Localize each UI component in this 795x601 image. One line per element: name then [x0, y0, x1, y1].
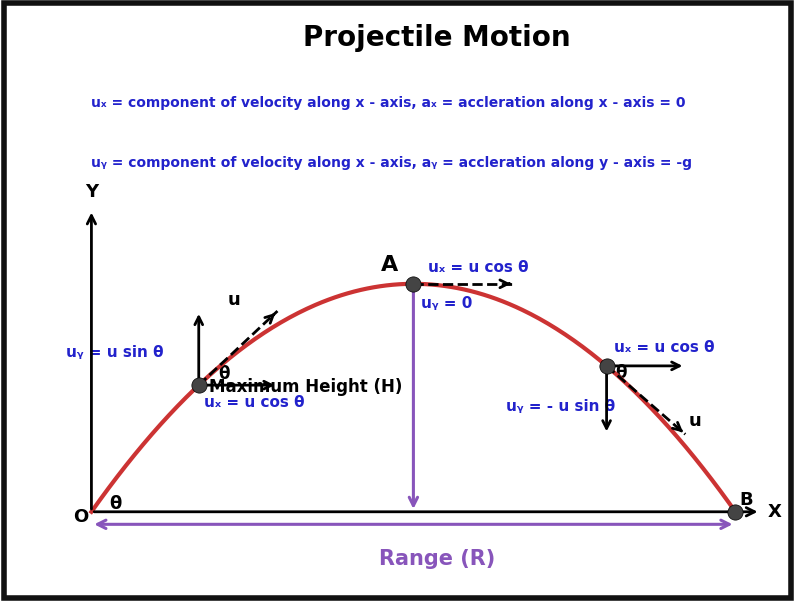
- Text: A: A: [381, 255, 398, 275]
- Text: uᵧ = u sin θ: uᵧ = u sin θ: [66, 344, 164, 359]
- Text: B: B: [739, 491, 753, 509]
- Text: uₓ = u cos θ: uₓ = u cos θ: [614, 340, 714, 355]
- Text: uₓ = component of velocity along x - axis, aₓ = accleration along x - axis = 0: uₓ = component of velocity along x - axi…: [91, 96, 686, 110]
- Text: uᵧ = - u sin θ: uᵧ = - u sin θ: [506, 400, 615, 415]
- Text: X: X: [767, 503, 781, 521]
- Text: uᵧ = component of velocity along x - axis, aᵧ = accleration along y - axis = -g: uᵧ = component of velocity along x - axi…: [91, 156, 692, 170]
- Text: Maximum Height (H): Maximum Height (H): [209, 378, 403, 396]
- Text: O: O: [74, 508, 89, 526]
- Text: u: u: [688, 412, 702, 430]
- Text: uᵧ = 0: uᵧ = 0: [421, 296, 472, 311]
- Text: θ: θ: [615, 364, 626, 382]
- Text: uₓ = u cos θ: uₓ = u cos θ: [428, 260, 528, 275]
- Text: θ: θ: [109, 495, 122, 513]
- Text: Projectile Motion: Projectile Motion: [304, 24, 571, 52]
- Text: Range (R): Range (R): [379, 549, 495, 569]
- Text: θ: θ: [218, 365, 230, 383]
- Text: u: u: [227, 291, 240, 310]
- Text: Y: Y: [85, 183, 98, 201]
- Text: uₓ = u cos θ: uₓ = u cos θ: [204, 395, 305, 410]
